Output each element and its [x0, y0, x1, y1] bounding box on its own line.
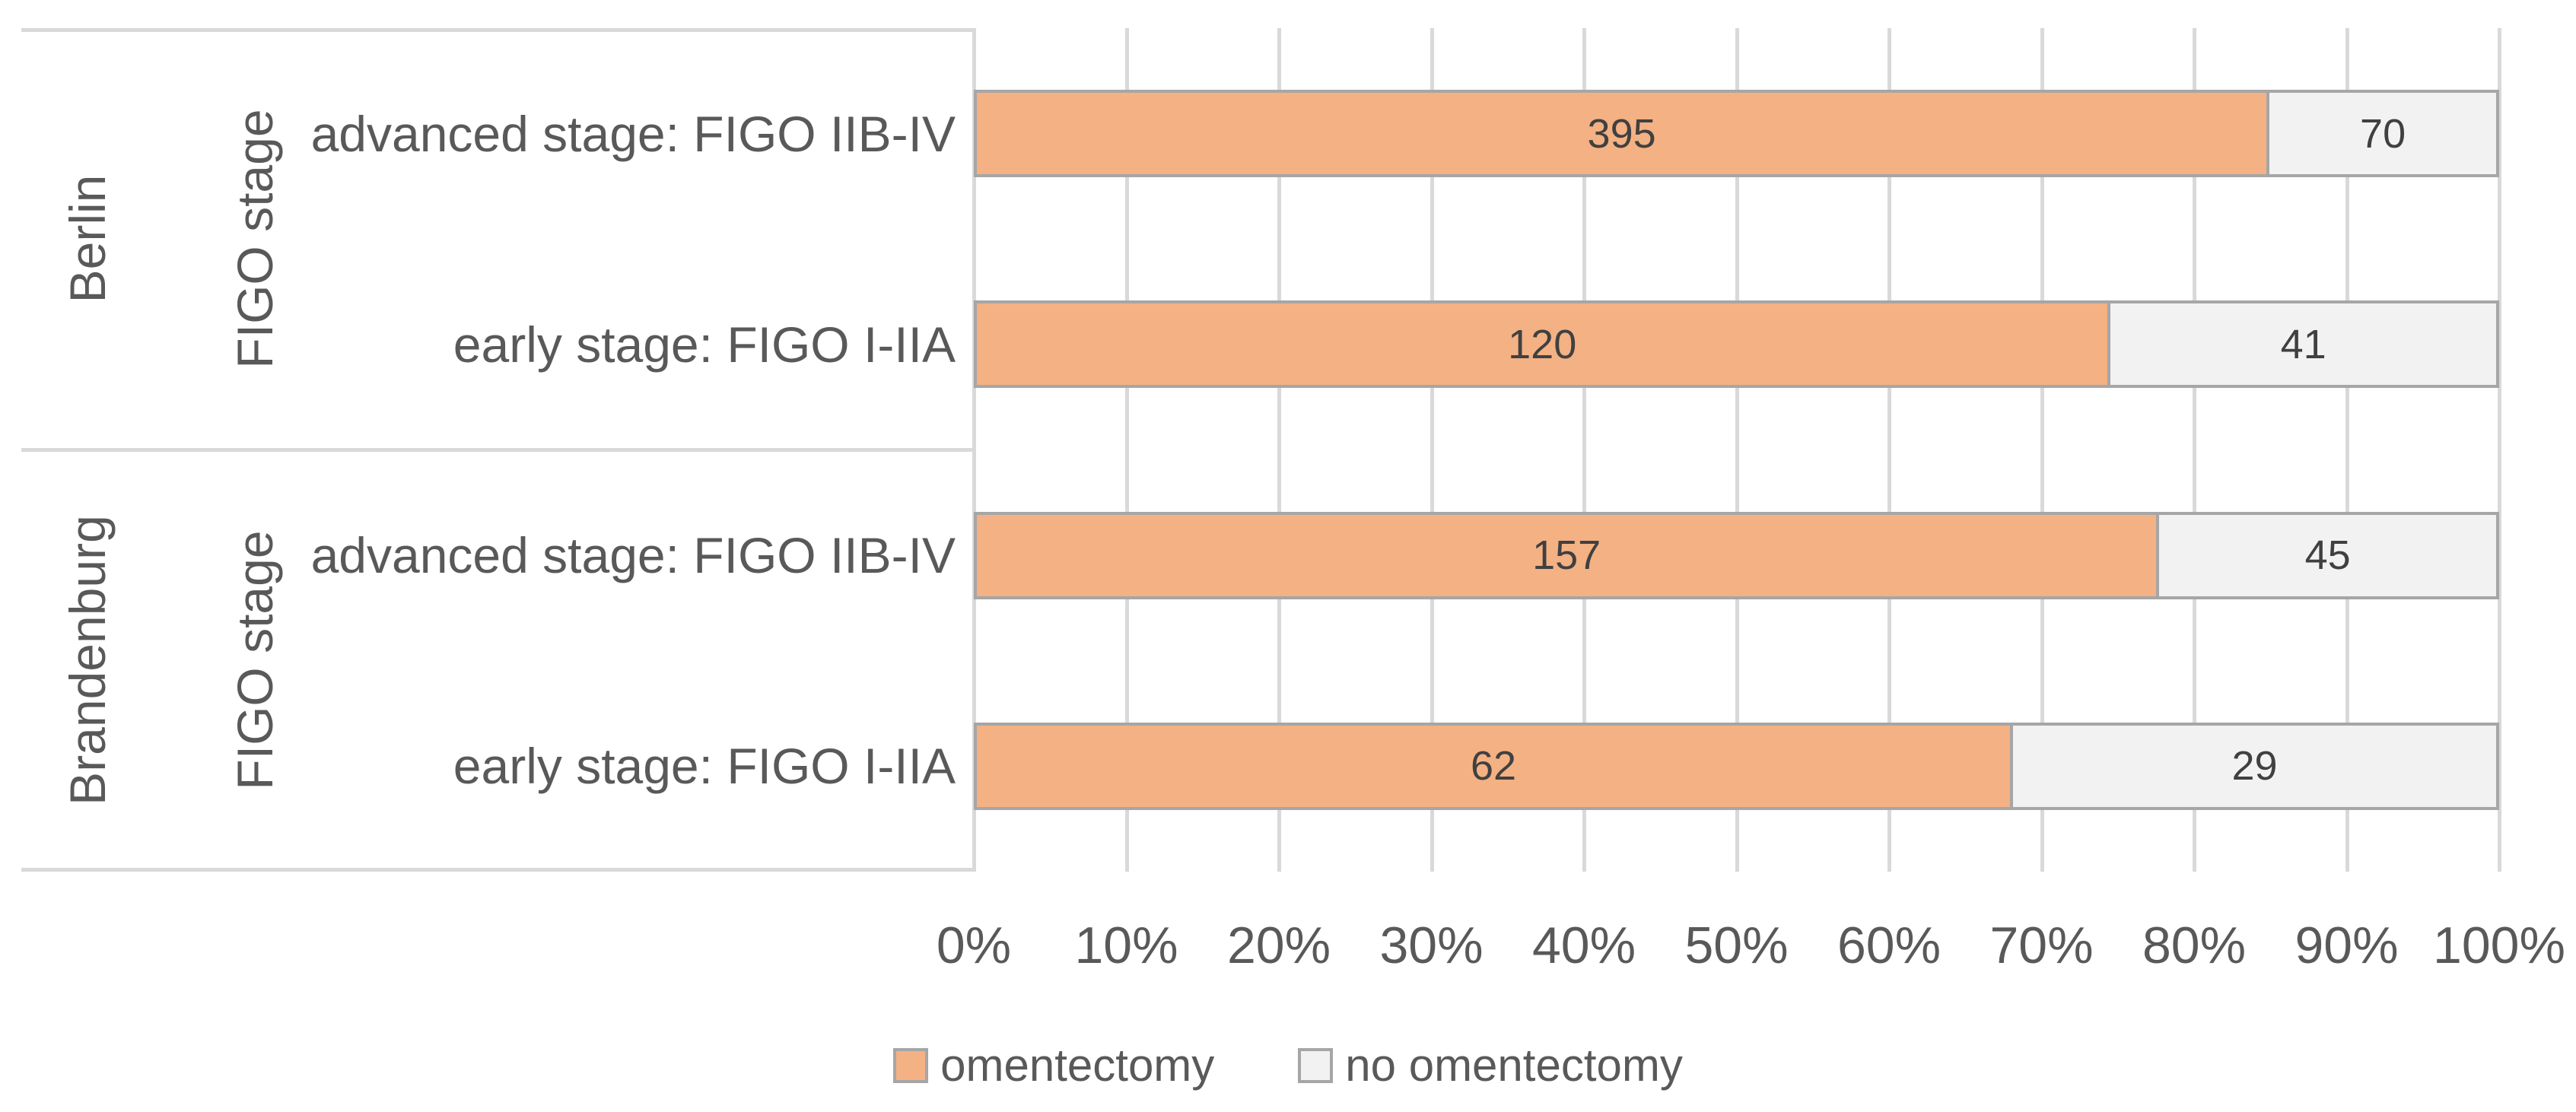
value-label: 395 [1587, 110, 1656, 157]
value-label: 62 [1470, 743, 1517, 790]
x-tick-label-10%: 10% [1074, 917, 1178, 974]
legend-label: omentectomy [940, 1040, 1215, 1091]
gridline-60% [1887, 28, 1891, 872]
bar-segment-omentectomy: 157 [974, 511, 2160, 599]
bar-segment-omentectomy: 120 [974, 300, 2111, 389]
legend-item-no-omentectomy: no omentectomy [1298, 1043, 1683, 1088]
x-tick-label-60%: 60% [1837, 917, 1942, 974]
bar-row: 157 45 [974, 511, 2499, 599]
x-tick-label-20%: 20% [1226, 917, 1331, 974]
value-label: 45 [2304, 532, 2351, 579]
x-tick-label-50%: 50% [1684, 917, 1789, 974]
gridline-50% [1735, 28, 1739, 872]
bar-row: 62 29 [974, 722, 2499, 810]
bar-segment-no-omentectomy: 41 [2107, 300, 2499, 389]
x-tick-label-70%: 70% [1989, 917, 2094, 974]
category-label-berlin-advanced: advanced stage: FIGO IIB-IV [310, 106, 956, 162]
gridline-10% [1124, 28, 1129, 872]
legend-item-omentectomy: omentectomy [893, 1043, 1214, 1088]
x-tick-label-30%: 30% [1379, 917, 1484, 974]
bar-segment-no-omentectomy: 45 [2156, 511, 2499, 599]
bar-segment-omentectomy: 62 [974, 722, 2013, 810]
gridline-80% [2193, 28, 2196, 872]
label-panel-bottom-border [21, 868, 974, 872]
value-label: 29 [2231, 743, 2278, 790]
x-tick-label-40%: 40% [1531, 917, 1636, 974]
category-label-brandenburg-advanced: advanced stage: FIGO IIB-IV [310, 527, 956, 583]
x-tick-label-80%: 80% [2142, 917, 2247, 974]
gridline-0% [972, 28, 976, 872]
bar-row: 395 70 [974, 90, 2499, 178]
value-label: 157 [1532, 532, 1601, 579]
bar-row: 120 41 [974, 300, 2499, 389]
gridline-20% [1277, 28, 1281, 872]
gridline-100% [2498, 28, 2501, 872]
legend-swatch-icon [893, 1048, 929, 1083]
legend-label: no omentectomy [1345, 1040, 1683, 1091]
x-tick-label-90%: 90% [2295, 917, 2399, 974]
x-tick-label-100%: 100% [2433, 917, 2565, 974]
bar-segment-no-omentectomy: 70 [2266, 90, 2499, 178]
category-label-berlin-early: early stage: FIGO I-IIA [453, 316, 956, 373]
gridline-40% [1582, 28, 1586, 872]
legend-swatch-icon [1298, 1048, 1334, 1083]
gridline-30% [1430, 28, 1434, 872]
label-panel-group-divider [21, 448, 974, 452]
group-label-berlin: Berlin [59, 174, 116, 303]
plot-area: 395 70 120 41 157 45 62 29 [972, 28, 2501, 872]
category-label-brandenburg-early: early stage: FIGO I-IIA [453, 738, 956, 794]
gridline-70% [2040, 28, 2044, 872]
value-label: 120 [1508, 321, 1577, 367]
label-panel-top-border [21, 28, 974, 32]
x-tick-label-0%: 0% [936, 917, 1012, 974]
chart-legend: omentectomy no omentectomy [0, 1043, 2576, 1088]
bar-segment-omentectomy: 395 [974, 90, 2270, 178]
value-label: 70 [2360, 110, 2406, 157]
bar-segment-no-omentectomy: 29 [2010, 722, 2499, 810]
value-label: 41 [2280, 321, 2326, 367]
gridline-90% [2345, 28, 2349, 872]
